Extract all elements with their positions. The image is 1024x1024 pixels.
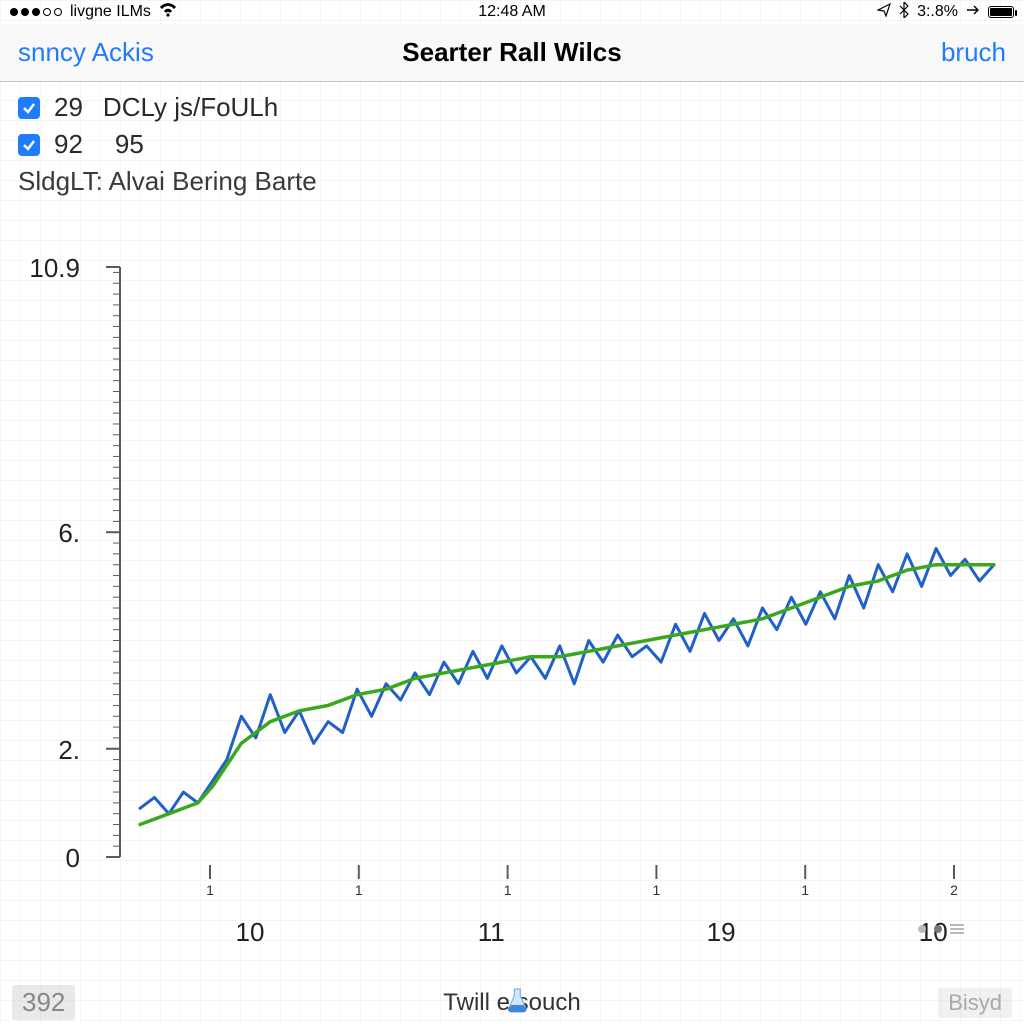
nav-bar: snncy Ackis Searter Rall Wilcs bruch [0, 24, 1024, 82]
bluetooth-icon [899, 2, 909, 23]
checkbox-2[interactable] [18, 134, 40, 156]
legend-row-1: 29 DCLy js/FoULh [18, 92, 1006, 123]
legend-row1-col2: DCLy js/FoULh [103, 92, 278, 123]
nav-action[interactable]: bruch [941, 37, 1006, 68]
y-tick-label: 6. [10, 518, 80, 549]
battery-pct: 3:.8% [917, 3, 958, 21]
bottom-right-badge: Bisyd [938, 988, 1012, 1018]
svg-text:1: 1 [355, 882, 363, 897]
flask-icon [506, 987, 528, 1020]
nav-arrow-icon [877, 3, 891, 22]
legend: 29 DCLy js/FoULh 92 95 SldgLT: Alvai Ber… [0, 82, 1024, 197]
y-tick-label: 10.9 [10, 253, 80, 284]
pager[interactable] [918, 924, 964, 934]
svg-text:1: 1 [801, 882, 809, 897]
nav-title: Searter Rall Wilcs [402, 37, 621, 68]
x-tick-label: 10 [236, 917, 265, 948]
y-tick-label: 0 [10, 843, 80, 874]
svg-text:1: 1 [653, 882, 661, 897]
nav-back[interactable]: snncy Ackis [18, 37, 154, 68]
bottom-left-badge: 392 [12, 985, 75, 1020]
svg-text:2: 2 [950, 882, 958, 897]
y-tick-label: 2. [10, 735, 80, 766]
legend-row1-col1: 29 [54, 92, 83, 123]
x-tick-label: 11 [478, 917, 505, 948]
carrier-label: livgne ILMs [70, 3, 151, 21]
legend-row-2: 92 95 [18, 129, 1006, 160]
svg-text:1: 1 [206, 882, 214, 897]
legend-row2-col1: 92 [54, 129, 83, 160]
checkbox-1[interactable] [18, 97, 40, 119]
status-bar: livgne ILMs 12:48 AM 3:.8% [0, 0, 1024, 24]
x-tick-label: 19 [707, 917, 736, 948]
bottom-bar: 392 Twill e souch Bisyd [0, 985, 1024, 1020]
battery-icon [988, 6, 1014, 18]
legend-row2-col2: 95 [115, 129, 144, 160]
chart-canvas: 1 1 1 1 1 2 [0, 237, 1024, 897]
chart: 111112 02.6.10.9 10111910 [0, 237, 1024, 897]
legend-subtitle: SldgLT: Alvai Bering Barte [18, 166, 1006, 197]
svg-text:1: 1 [504, 882, 512, 897]
status-time: 12:48 AM [478, 3, 546, 21]
signal-dots [10, 8, 62, 16]
bottom-center-label[interactable]: Twill e souch [443, 989, 580, 1017]
charge-arrow-icon [966, 3, 980, 21]
wifi-icon [159, 3, 177, 22]
